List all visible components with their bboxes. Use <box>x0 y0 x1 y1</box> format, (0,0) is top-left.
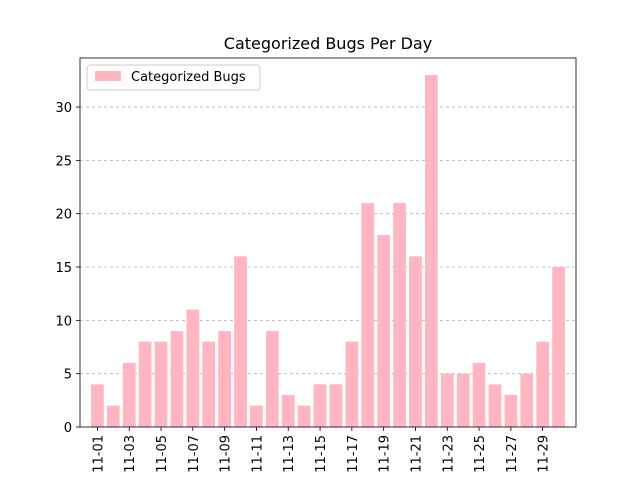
bar <box>472 363 486 427</box>
y-tick-label: 5 <box>64 368 72 383</box>
bar <box>202 341 216 427</box>
x-tick-label: 11-29 <box>537 435 552 473</box>
bar <box>377 235 391 427</box>
chart-title: Categorized Bugs Per Day <box>224 34 432 53</box>
x-tick-label: 11-11 <box>250 435 265 473</box>
x-tick-label: 11-09 <box>219 435 234 473</box>
y-tick-label: 25 <box>55 154 72 169</box>
x-tick-label: 11-05 <box>155 435 170 473</box>
bar <box>234 256 247 427</box>
bar <box>170 331 184 427</box>
bar <box>122 363 136 427</box>
bar <box>329 384 343 427</box>
x-tick-label: 11-01 <box>91 435 106 473</box>
bar <box>297 405 311 427</box>
y-tick-label: 30 <box>55 101 72 116</box>
y-tick-label: 20 <box>55 208 72 223</box>
y-tick-label: 15 <box>55 261 72 276</box>
y-tick-label: 0 <box>64 421 72 436</box>
bar <box>186 309 200 427</box>
bar <box>409 256 422 427</box>
axes: 0 5 10 15 20 25 30 11-01 11-03 11-05 11-07 11-09 11-… <box>55 57 577 473</box>
legend: Categorized Bugs <box>86 64 261 91</box>
bar <box>218 331 231 427</box>
legend-label: Categorized Bugs <box>131 70 246 85</box>
bar <box>440 373 454 427</box>
bar <box>520 373 534 427</box>
x-tick-label: 11-13 <box>282 435 297 473</box>
bar <box>536 341 550 427</box>
x-tick-label: 11-25 <box>473 435 488 473</box>
x-tick-label: 11-27 <box>505 435 520 473</box>
bar <box>488 384 502 427</box>
x-tick-label: 11-15 <box>314 435 329 473</box>
bar <box>265 331 279 427</box>
legend-swatch <box>95 71 121 81</box>
x-tick-label: 11-23 <box>441 435 456 473</box>
bar <box>393 203 406 427</box>
bar <box>91 384 104 427</box>
legend-frame <box>86 64 261 91</box>
x-tick-label: 11-17 <box>346 435 361 473</box>
bar <box>106 405 120 427</box>
x-tick-label: 11-07 <box>187 435 202 473</box>
x-tick-label: 11-21 <box>409 435 424 473</box>
x-tick-label: 11-03 <box>123 435 138 473</box>
bars <box>91 75 565 427</box>
bar <box>313 384 327 427</box>
bar <box>456 373 470 427</box>
bar <box>361 203 375 427</box>
bar <box>138 341 152 427</box>
x-tick-label: 11-19 <box>378 435 393 473</box>
bar <box>504 395 518 427</box>
bar <box>425 75 438 427</box>
bar <box>154 341 168 427</box>
axes-frame <box>79 57 577 428</box>
y-tick-label: 10 <box>55 314 72 329</box>
bar <box>345 341 359 427</box>
bar <box>552 267 565 427</box>
bar <box>250 405 263 427</box>
bar <box>281 395 295 427</box>
